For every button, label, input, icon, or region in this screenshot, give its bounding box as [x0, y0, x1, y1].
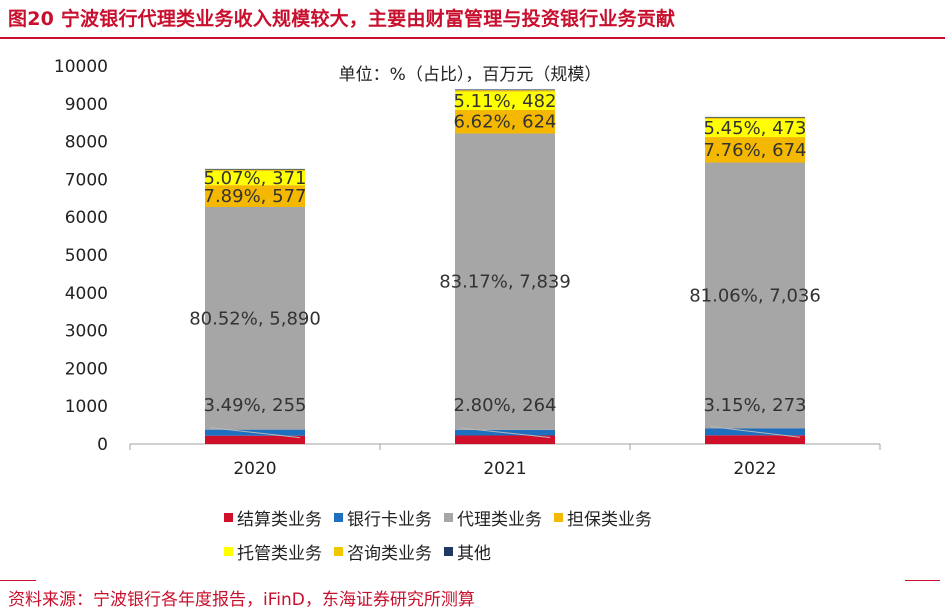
data-label-leader-line — [709, 426, 801, 438]
legend-item-custody: 托管类业务 — [224, 539, 322, 564]
bar-segment-2020-5 — [205, 171, 305, 186]
data-label-2022: 3.15%, 273 — [704, 395, 807, 416]
bar-segment-2022-1 — [705, 435, 805, 444]
legend-label-agency: 代理类业务 — [457, 509, 542, 530]
y-tick-label: 3000 — [65, 322, 108, 342]
y-tick-label: 6000 — [65, 208, 108, 228]
data-label-leader-line — [209, 427, 301, 439]
y-tick-label: 4000 — [65, 284, 108, 304]
data-label-2022: 7.76%, 674 — [704, 140, 807, 161]
y-tick-label: 10000 — [54, 57, 108, 77]
y-tick-label: 8000 — [65, 133, 108, 153]
legend-row-1: 结算类业务 银行卡业务 代理类业务 担保类业务 — [224, 500, 784, 534]
bar-segment-2020-4 — [205, 185, 305, 207]
bar-segment-2020-3 — [205, 206, 305, 430]
bar-segment-2021-5 — [455, 91, 555, 110]
legend-swatch-guarantee — [554, 512, 563, 522]
data-label-2022: 81.06%, 7,036 — [689, 286, 821, 307]
bar-segment-2021-1 — [455, 435, 555, 444]
y-tick-label: 9000 — [65, 95, 108, 115]
legend-item-settlement: 结算类业务 — [224, 505, 322, 530]
legend-label-settlement: 结算类业务 — [237, 509, 322, 530]
y-tick-label: 7000 — [65, 170, 108, 190]
legend-label-bank-card: 银行卡业务 — [347, 509, 432, 530]
legend-item-agency: 代理类业务 — [444, 505, 542, 530]
bar-segment-2020-6 — [205, 169, 305, 172]
bar-segment-2021-4 — [455, 109, 555, 134]
legend-swatch-other — [444, 546, 453, 556]
chart-subtitle: 单位：%（占比），百万元（规模） — [339, 65, 602, 85]
bar-segment-2022-6 — [705, 117, 805, 120]
legend-label-guarantee: 担保类业务 — [567, 509, 652, 530]
y-tick-label: 5000 — [65, 246, 108, 266]
data-label-2022: 5.45%, 473 — [704, 118, 807, 139]
data-label-2021: 5.11%, 482 — [454, 91, 557, 112]
legend-label-consulting: 咨询类业务 — [347, 543, 432, 564]
bar-segment-2022-5 — [705, 119, 805, 138]
legend-item-other: 其他 — [444, 539, 491, 564]
legend-item-bank-card: 银行卡业务 — [334, 505, 432, 530]
legend-swatch-settlement — [224, 512, 233, 522]
y-tick-label: 1000 — [65, 397, 108, 417]
legend-swatch-bank-card — [334, 512, 343, 522]
title-divider — [0, 37, 945, 39]
bar-segment-2021-3 — [455, 133, 555, 430]
data-label-2021: 83.17%, 7,839 — [439, 272, 571, 293]
y-tick-label: 2000 — [65, 359, 108, 379]
bar-segment-2021-7 — [455, 89, 555, 91]
bar-segment-2021-6 — [455, 90, 555, 92]
legend-item-guarantee: 担保类业务 — [554, 505, 652, 530]
x-tick-label: 2020 — [233, 459, 276, 479]
stacked-bar-chart: 0 1000 2000 3000 4000 5000 6000 7000 8000 9000 100… — [54, 57, 881, 479]
footer-rule-left — [0, 580, 36, 581]
y-tick-label: 0 — [97, 435, 108, 455]
data-label-2021: 2.80%, 264 — [454, 395, 557, 416]
bar-segment-2020-7 — [205, 168, 305, 170]
legend-swatch-agency — [444, 512, 453, 522]
legend-swatch-custody — [224, 546, 233, 556]
source-note: 资料来源：宁波银行各年度报告，iFinD，东海证券研究所测算 — [8, 590, 475, 610]
legend-item-consulting: 咨询类业务 — [334, 539, 432, 564]
bar-segment-2022-4 — [705, 137, 805, 163]
data-label-2020: 7.89%, 577 — [204, 186, 307, 207]
figure-title: 图20 宁波银行代理类业务收入规模较大，主要由财富管理与投资银行业务贡献 — [8, 8, 676, 30]
data-label-leader-line — [459, 427, 551, 438]
legend-label-other: 其他 — [457, 543, 491, 564]
footer-rule-right — [905, 580, 940, 581]
x-tick-label: 2021 — [483, 459, 526, 479]
data-label-2021: 6.62%, 624 — [454, 112, 557, 133]
bar-segment-2020-1 — [205, 435, 305, 444]
legend-swatch-consulting — [334, 546, 343, 556]
data-label-2020: 80.52%, 5,890 — [189, 308, 321, 329]
bar-segment-2022-7 — [705, 116, 805, 118]
legend-label-custody: 托管类业务 — [237, 543, 322, 564]
data-label-2020: 3.49%, 255 — [204, 395, 307, 416]
bar-segment-2022-3 — [705, 162, 805, 429]
chart-legend: 结算类业务 银行卡业务 代理类业务 担保类业务 托管类业务 咨询类业务 其他 — [224, 500, 784, 568]
data-label-2020: 5.07%, 371 — [204, 168, 307, 189]
legend-row-2: 托管类业务 咨询类业务 其他 — [224, 534, 784, 568]
x-tick-label: 2022 — [733, 459, 776, 479]
